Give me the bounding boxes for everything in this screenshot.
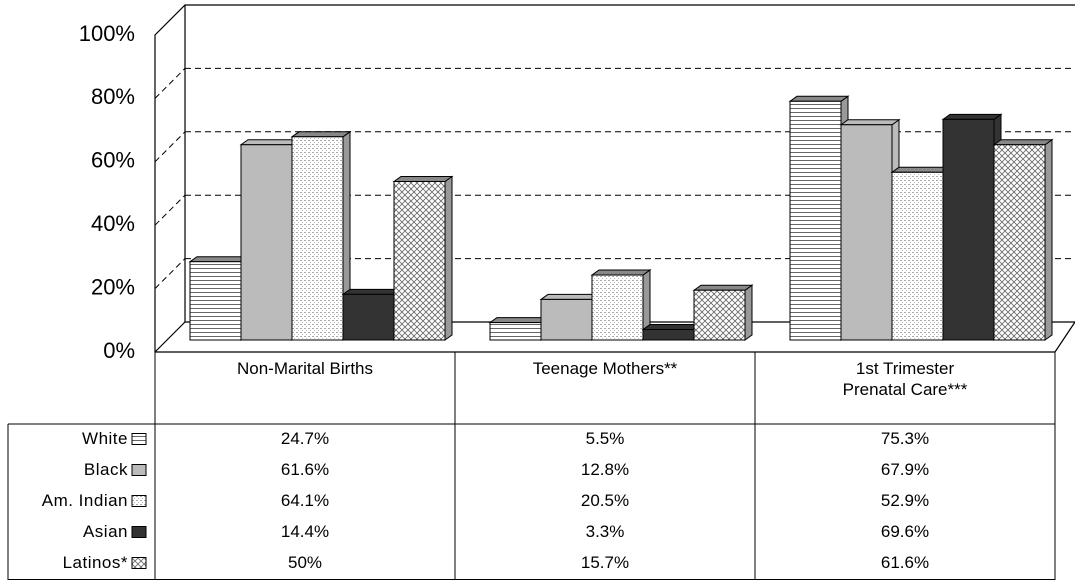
- bar: [291, 136, 344, 341]
- bar-top: [590, 269, 652, 276]
- bar-top: [641, 324, 703, 331]
- table-value: 64.1%: [281, 491, 329, 510]
- grid-line-side: [154, 68, 186, 99]
- y-tick-label: 60%: [91, 148, 135, 173]
- table-value: 52.9%: [881, 491, 929, 510]
- legend-swatch: [131, 557, 147, 569]
- legend-swatch: [131, 433, 147, 445]
- category-label: 1st Trimester Prenatal Care***: [842, 359, 968, 399]
- grid-line-side: [154, 258, 186, 289]
- table-value: 67.9%: [881, 460, 929, 479]
- walls: [154, 4, 1075, 352]
- table-value: 61.6%: [881, 553, 929, 572]
- table-value: 69.6%: [881, 522, 929, 541]
- bar-top: [692, 284, 754, 291]
- legend-label: Am. Indian: [42, 491, 128, 510]
- table-value: 5.5%: [586, 429, 625, 448]
- y-tick-label: 0%: [103, 338, 135, 363]
- bar: [642, 329, 695, 341]
- bar: [693, 289, 746, 341]
- legend-swatch: [131, 464, 147, 476]
- grid-line-side: [154, 131, 186, 163]
- bar: [240, 144, 293, 341]
- bar: [840, 124, 893, 341]
- bar-top: [341, 288, 403, 295]
- legend-label: Latinos*: [63, 553, 128, 572]
- bar-top: [290, 131, 352, 138]
- bar: [342, 293, 395, 341]
- bar-top: [188, 256, 250, 263]
- bar: [489, 322, 542, 341]
- bar-top: [392, 176, 454, 182]
- y-tick-label: 20%: [91, 274, 135, 299]
- bar: [789, 100, 842, 341]
- bar-top: [788, 95, 850, 102]
- bar-top: [839, 119, 901, 126]
- bar-top: [941, 113, 1003, 120]
- bar-side: [1044, 138, 1053, 341]
- bar-top: [239, 139, 301, 146]
- bar-side: [744, 284, 753, 341]
- bar: [891, 171, 944, 341]
- table-value: 14.4%: [281, 522, 329, 541]
- table-value: 20.5%: [581, 491, 629, 510]
- legend-label: Asian: [83, 522, 128, 541]
- table-value: 50%: [288, 553, 322, 572]
- category-label: Non-Marital Births: [236, 359, 374, 378]
- floor-left: [154, 321, 186, 353]
- y-tick-label: 80%: [91, 84, 135, 109]
- bar-top: [992, 139, 1054, 146]
- legend-swatch: [131, 495, 147, 507]
- table-value: 24.7%: [281, 429, 329, 448]
- table-value: 61.6%: [281, 460, 329, 479]
- bar-side: [444, 175, 453, 341]
- bar-top: [488, 317, 550, 324]
- legend-swatch: [131, 526, 147, 538]
- bar: [189, 261, 242, 341]
- table-value: 3.3%: [586, 522, 625, 541]
- bar-top: [539, 293, 601, 300]
- bar: [942, 118, 995, 341]
- table-value: 12.8%: [581, 460, 629, 479]
- bar: [993, 144, 1046, 341]
- bar: [591, 274, 644, 341]
- legend-label: White: [82, 429, 128, 448]
- y-tick-label: 100%: [79, 21, 135, 46]
- table-value: 15.7%: [581, 553, 629, 572]
- legend-label: Black: [84, 460, 128, 479]
- table-value: 75.3%: [881, 429, 929, 448]
- bar: [540, 298, 593, 341]
- y-tick-label: 40%: [91, 211, 135, 236]
- grid-line-side: [154, 194, 186, 226]
- category-label: Teenage Mothers**: [532, 359, 678, 378]
- bar-top: [890, 166, 952, 173]
- bar: [393, 181, 446, 341]
